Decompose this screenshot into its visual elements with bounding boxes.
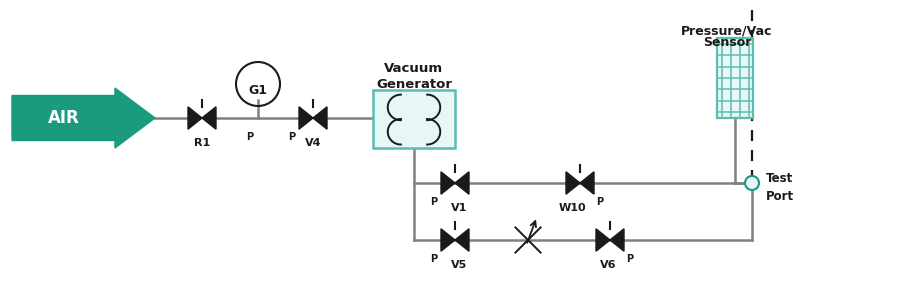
Text: R1: R1	[194, 138, 210, 148]
Polygon shape	[455, 229, 469, 251]
Text: Port: Port	[766, 190, 794, 204]
FancyBboxPatch shape	[717, 38, 753, 118]
Polygon shape	[313, 107, 327, 129]
Text: P: P	[430, 254, 437, 264]
Polygon shape	[299, 107, 313, 129]
Polygon shape	[580, 172, 594, 194]
Text: AIR: AIR	[48, 109, 79, 127]
Text: P: P	[626, 254, 633, 264]
FancyBboxPatch shape	[373, 90, 455, 148]
Text: V5: V5	[451, 260, 467, 270]
Polygon shape	[441, 172, 455, 194]
Text: P: P	[288, 132, 295, 142]
Text: Vacuum: Vacuum	[384, 62, 444, 75]
Text: V6: V6	[599, 260, 616, 270]
Circle shape	[745, 176, 759, 190]
Polygon shape	[610, 229, 624, 251]
Polygon shape	[596, 229, 610, 251]
Text: Pressure/Vac: Pressure/Vac	[681, 24, 773, 37]
Text: V4: V4	[305, 138, 321, 148]
Polygon shape	[202, 107, 216, 129]
Text: P: P	[246, 132, 253, 142]
Text: P: P	[596, 197, 603, 207]
Text: P: P	[430, 197, 437, 207]
Text: Test: Test	[766, 171, 793, 185]
Text: V1: V1	[451, 202, 467, 213]
Polygon shape	[441, 229, 455, 251]
Polygon shape	[188, 107, 202, 129]
Text: Sensor: Sensor	[703, 36, 751, 49]
Polygon shape	[566, 172, 580, 194]
Text: Generator: Generator	[376, 78, 452, 91]
Polygon shape	[455, 172, 469, 194]
Text: W10: W10	[558, 202, 586, 213]
Polygon shape	[12, 88, 155, 148]
Text: G1: G1	[248, 84, 267, 97]
